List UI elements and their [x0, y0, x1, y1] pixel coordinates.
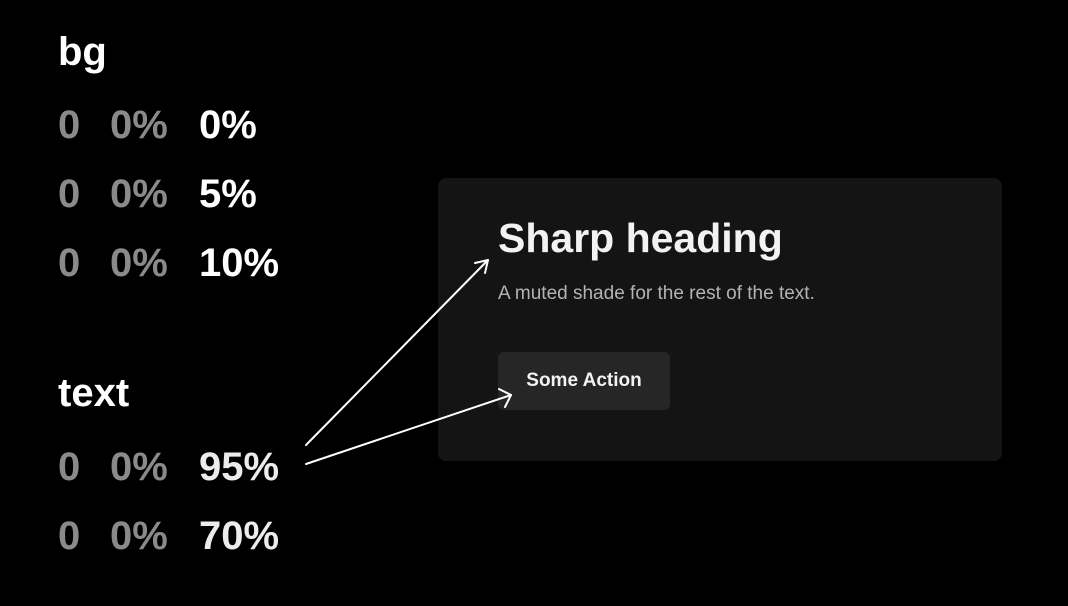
- hue-value: 0: [58, 241, 81, 285]
- hue-value: 0: [58, 514, 81, 558]
- hue-value: 0: [58, 445, 81, 489]
- hue-value: 0: [58, 172, 81, 216]
- card-description: A muted shade for the rest of the text.: [498, 283, 815, 304]
- preview-card: Sharp heading A muted shade for the rest…: [438, 178, 1002, 461]
- bg-section-title: bg: [58, 30, 107, 74]
- lightness-value: 0%: [199, 103, 257, 147]
- card-heading: Sharp heading: [498, 215, 783, 261]
- lightness-value: 95%: [199, 445, 280, 489]
- saturation-value: 0%: [110, 445, 168, 489]
- hue-value: 0: [58, 103, 81, 147]
- lightness-value: 10%: [199, 241, 280, 285]
- saturation-value: 0%: [110, 241, 168, 285]
- saturation-value: 0%: [110, 103, 168, 147]
- saturation-value: 0%: [110, 172, 168, 216]
- text-section-title: text: [58, 371, 130, 415]
- saturation-value: 0%: [110, 514, 168, 558]
- some-action-button[interactable]: Some Action: [498, 352, 670, 410]
- lightness-value: 5%: [199, 172, 257, 216]
- lightness-value: 70%: [199, 514, 280, 558]
